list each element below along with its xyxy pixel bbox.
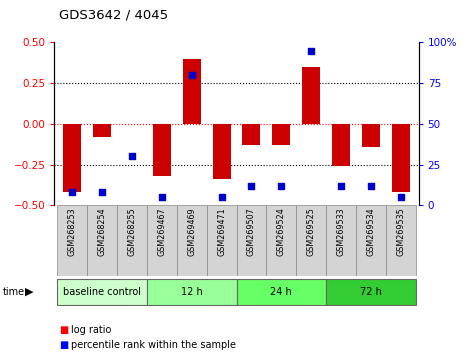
Bar	[243, 124, 260, 145]
Point	[218, 194, 225, 200]
Text: GSM269524: GSM269524	[277, 207, 286, 256]
Text: ▶: ▶	[25, 287, 33, 297]
Point	[188, 72, 195, 78]
Point	[158, 194, 166, 200]
Bar	[362, 124, 380, 147]
Point	[397, 194, 404, 200]
Bar	[177, 205, 207, 276]
Text: GSM269533: GSM269533	[336, 207, 345, 256]
Text: GSM268253: GSM268253	[68, 207, 77, 256]
Bar	[57, 279, 147, 305]
Bar	[87, 205, 117, 276]
Text: GSM268255: GSM268255	[128, 207, 137, 256]
Point	[248, 183, 255, 189]
Text: percentile rank within the sample: percentile rank within the sample	[71, 341, 236, 350]
Text: GSM269469: GSM269469	[187, 207, 196, 256]
Bar	[392, 124, 410, 192]
Text: GSM269507: GSM269507	[247, 207, 256, 256]
Text: GSM269535: GSM269535	[396, 207, 405, 256]
Point	[98, 189, 106, 195]
Bar	[272, 124, 290, 145]
Point	[69, 189, 76, 195]
Bar	[117, 205, 147, 276]
Bar	[386, 205, 416, 276]
Text: time: time	[2, 287, 25, 297]
Text: ■: ■	[59, 325, 69, 335]
Bar	[57, 205, 87, 276]
Bar	[183, 59, 201, 124]
Text: GSM269525: GSM269525	[307, 207, 315, 256]
Point	[128, 154, 136, 159]
Bar	[266, 205, 296, 276]
Point	[307, 48, 315, 53]
Text: GSM269471: GSM269471	[217, 207, 226, 256]
Text: baseline control: baseline control	[63, 287, 141, 297]
Point	[337, 183, 345, 189]
Bar	[213, 124, 230, 179]
Bar	[147, 279, 236, 305]
Bar	[63, 124, 81, 192]
Bar	[153, 124, 171, 176]
Text: GSM268254: GSM268254	[97, 207, 106, 256]
Bar	[332, 124, 350, 166]
Text: GDS3642 / 4045: GDS3642 / 4045	[59, 8, 168, 21]
Point	[278, 183, 285, 189]
Text: 72 h: 72 h	[360, 287, 382, 297]
Text: 12 h: 12 h	[181, 287, 202, 297]
Text: GSM269534: GSM269534	[367, 207, 376, 256]
Bar	[356, 205, 386, 276]
Bar	[302, 67, 320, 124]
Bar	[236, 205, 266, 276]
Bar	[93, 124, 111, 137]
Text: log ratio: log ratio	[71, 325, 111, 335]
Point	[367, 183, 375, 189]
Bar	[147, 205, 177, 276]
Bar	[296, 205, 326, 276]
Bar	[207, 205, 236, 276]
Bar	[236, 279, 326, 305]
Text: 24 h: 24 h	[271, 287, 292, 297]
Text: GSM269467: GSM269467	[158, 207, 166, 256]
Bar	[326, 205, 356, 276]
Text: ■: ■	[59, 341, 69, 350]
Bar	[326, 279, 416, 305]
